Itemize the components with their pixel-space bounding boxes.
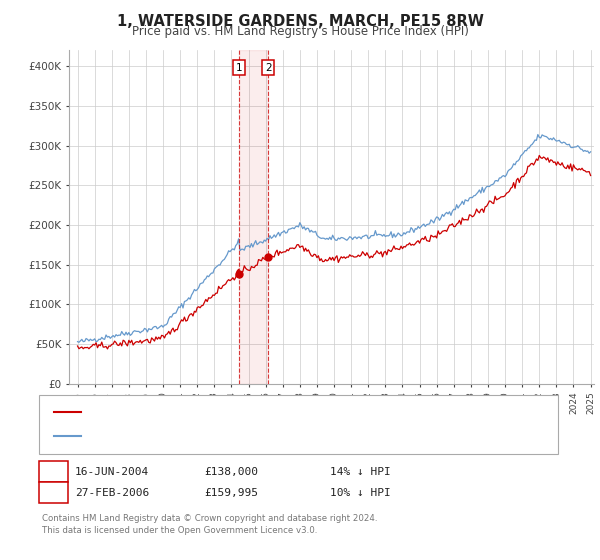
Text: 10% ↓ HPI: 10% ↓ HPI	[330, 488, 391, 498]
Text: 27-FEB-2006: 27-FEB-2006	[75, 488, 149, 498]
Text: 1: 1	[236, 63, 242, 73]
Text: £159,995: £159,995	[204, 488, 258, 498]
Bar	[239, 50, 268, 384]
Text: 1: 1	[50, 466, 57, 477]
Text: 2: 2	[265, 63, 272, 73]
Text: This data is licensed under the Open Government Licence v3.0.: This data is licensed under the Open Gov…	[42, 526, 317, 535]
Text: 16-JUN-2004: 16-JUN-2004	[75, 466, 149, 477]
Text: 1, WATERSIDE GARDENS, MARCH, PE15 8RW (detached house): 1, WATERSIDE GARDENS, MARCH, PE15 8RW (d…	[87, 408, 413, 418]
Text: 14% ↓ HPI: 14% ↓ HPI	[330, 466, 391, 477]
Text: 1, WATERSIDE GARDENS, MARCH, PE15 8RW: 1, WATERSIDE GARDENS, MARCH, PE15 8RW	[116, 14, 484, 29]
Text: Price paid vs. HM Land Registry's House Price Index (HPI): Price paid vs. HM Land Registry's House …	[131, 25, 469, 38]
Text: Contains HM Land Registry data © Crown copyright and database right 2024.: Contains HM Land Registry data © Crown c…	[42, 514, 377, 522]
Text: HPI: Average price, detached house, Fenland: HPI: Average price, detached house, Fenl…	[87, 431, 321, 441]
Text: 2: 2	[50, 488, 57, 498]
Text: £138,000: £138,000	[204, 466, 258, 477]
